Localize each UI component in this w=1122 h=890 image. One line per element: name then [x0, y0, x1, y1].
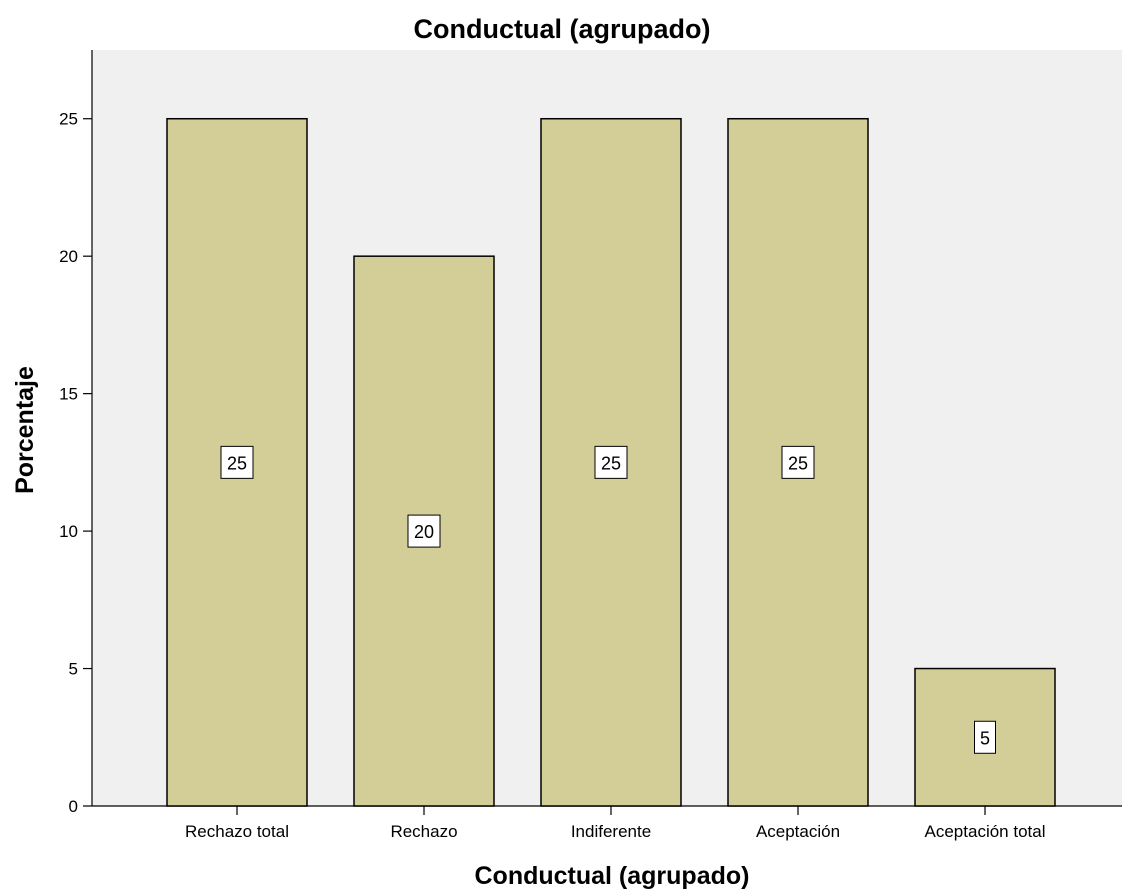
x-tick-label: Rechazo [390, 822, 457, 841]
x-tick-label: Rechazo total [185, 822, 289, 841]
x-tick-label: Indiferente [571, 822, 651, 841]
x-tick-label: Aceptación total [925, 822, 1046, 841]
data-labels-group: 25 20 25 25 5 [220, 445, 996, 754]
y-tick-label: 0 [69, 797, 78, 816]
data-label: 25 [227, 453, 247, 473]
data-label-box [974, 720, 996, 754]
data-label: 25 [601, 453, 621, 473]
data-label-box [594, 445, 628, 479]
y-tick-label: 20 [59, 247, 78, 266]
x-axis-title: Conductual (agrupado) [475, 862, 750, 890]
data-label: 25 [788, 453, 808, 473]
y-tick-label: 10 [59, 522, 78, 541]
data-label-box [220, 445, 254, 479]
y-axis: 0 5 10 15 20 25 [59, 50, 93, 816]
y-tick-label: 25 [59, 110, 78, 129]
y-tick-label: 5 [69, 660, 78, 679]
data-label-box [407, 514, 441, 548]
y-tick-label: 15 [59, 385, 78, 404]
chart-title: Conductual (agrupado) [414, 14, 711, 44]
x-tick-label: Aceptación [756, 822, 840, 841]
x-axis: Rechazo total Rechazo Indiferente Aceptació… [92, 805, 1122, 841]
data-label-box [781, 445, 815, 479]
data-label: 5 [980, 728, 990, 748]
data-label: 20 [414, 522, 434, 542]
y-axis-title: Porcentaje [11, 366, 39, 494]
